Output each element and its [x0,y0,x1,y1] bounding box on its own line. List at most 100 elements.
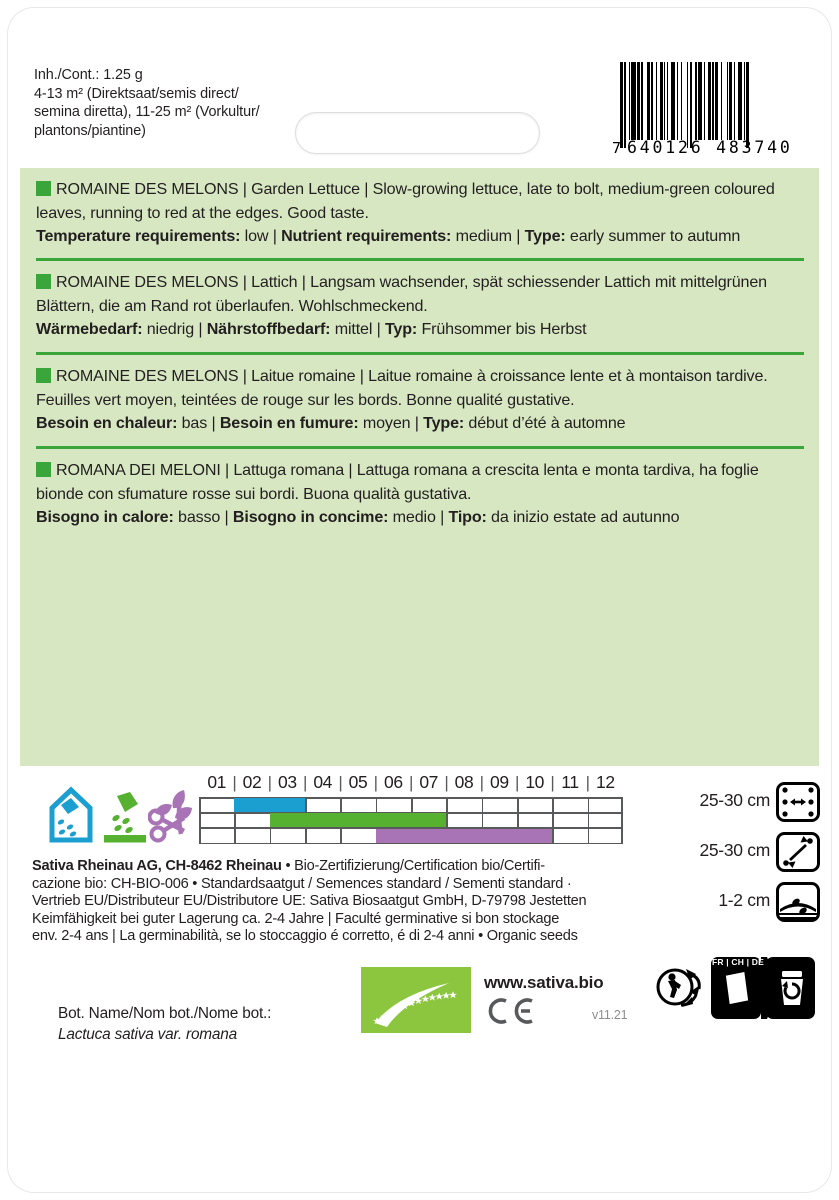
variety-name: ROMAINE DES MELONS [56,367,239,385]
requirement-label: Type: [423,414,465,432]
barcode-digits: 7 640126 483740 [612,138,790,157]
calendar-month-09: 09 [489,772,509,792]
requirement-value: mittel [330,320,373,338]
version-label: v11.21 [592,1008,628,1022]
language-description: ROMAINE DES MELONS | Lattich | Langsam w… [36,271,804,342]
legal-line-4: Keimfähigkeit bei guter Lagerung ca. 2-4… [32,910,560,927]
calendar-header-separator: | [303,773,308,792]
ce-mark-icon [488,998,533,1024]
calendar-bar-harvest [375,828,553,843]
requirement-label: Nährstoffbedarf: [206,320,331,338]
botanical-name-block: Bot. Name/Nom bot./Nome bot.: Lactuca sa… [58,1003,271,1045]
requirement-label: Nutrient requirements: [281,227,452,245]
calendar-month-04: 04 [313,772,332,792]
language-divider [36,258,804,261]
calendar-month-07: 07 [419,772,438,792]
calendar-header-separator: | [444,773,449,792]
calendar-vline [199,797,201,844]
calendar-header-separator: | [515,773,520,792]
requirements-line: Temperature requirements: low | Nutrient… [36,227,741,245]
requirement-label: Typ: [384,320,418,338]
requirement-label: Bisogno in concime: [232,508,389,526]
calendar-month-08: 08 [454,772,474,792]
botanical-name-value: Lactuca sativa var. romana [58,1026,238,1043]
sowing-depth-value: 1-2 cm [718,890,770,910]
barcode-number: 640126 483740 [627,138,793,157]
barcode: 7 640126 483740 [612,62,790,157]
requirement-label: Besoin en fumure: [219,414,359,432]
calendar-header-separator: | [338,773,343,792]
language-description: ROMANA DEI MELONI | Lattuga romana | Lat… [36,459,804,530]
calendar-header-separator: | [373,773,379,792]
common-name: Lattich [251,273,298,291]
plant-spacing-icon [776,832,820,872]
barcode-bars [620,62,790,148]
requirement-value: basso [173,508,221,526]
requirements-line: Bisogno in calore: basso | Bisogno in co… [36,508,680,526]
green-square-bullet [36,181,51,196]
calendar-header-separator: | [267,773,273,792]
green-square-bullet [36,274,51,289]
description-text: Laitue romaine à croissance lente et à m… [36,367,768,409]
spec-sowing-depth: 1-2 cm [672,882,820,922]
calendar-month-header: 01 02 | 03 | 04 | 05 | 06 | 07 | 08 | 09 | 10 | 11 | 12 | [199,772,623,797]
language-block-it: ROMANA DEI MELONI | Lattuga romana | Lat… [36,446,804,530]
description-text: Langsam wachsender, spät schiessender La… [36,273,767,315]
calendar-header-separator: | [409,773,414,792]
language-block-fr: ROMAINE DES MELONS | Laitue romaine | La… [36,352,804,436]
language-divider [36,446,804,449]
requirements-line: Besoin en chaleur: bas | Besoin en fumur… [36,414,626,432]
calendar-vline [446,797,448,844]
green-square-bullet [36,368,51,383]
calendar-vline [621,797,623,844]
requirement-label: Besoin en chaleur: [36,414,178,432]
calendar-header-separator: | [585,773,591,792]
requirements-line: Wärmebedarf: niedrig | Nährstoffbedarf: … [36,320,587,338]
requirement-value: early summer to autumn [565,227,741,245]
requirement-value: début d’été à automne [464,414,626,432]
variety-name: ROMAINE DES MELONS [56,180,239,198]
tidyman-icon [656,968,701,1007]
legal-line-1-rest: • Bio-Zertifizierung/Certification bio/C… [281,858,545,874]
variety-name: ROMAINE DES MELONS [56,273,239,291]
variety-name: ROMANA DEI MELONI [56,461,221,479]
paper-recycling-icon [711,957,815,1019]
calendar-vline [234,797,236,844]
language-block-de: ROMAINE DES MELONS | Lattich | Langsam w… [36,258,804,342]
calendar-month-10: 10 [525,772,544,792]
green-square-bullet [36,462,51,477]
calendar-vline [587,797,590,844]
description-text: Slow-growing lettuce, late to bolt, medi… [36,180,775,222]
content-line-3: semina diretta), 11-25 m² (Vorkultur/ [34,104,260,121]
content-quantity-info: Inh./Cont.: 1.25 g 4-13 m² (Direktsaat/s… [34,66,314,140]
sowing-depth-icon [776,882,820,922]
row-spacing-icon [776,782,820,822]
eu-organic-leaf-logo [361,967,471,1033]
calendar-month-03: 03 [277,772,297,792]
calendar-bar-direct-sowing [269,813,447,828]
calendar-header-separator: | [550,773,555,792]
requirement-value: moyen [358,414,411,432]
requirement-value: da inizio estate ad autunno [486,508,680,526]
legal-line-1: Sativa Rheinau AG, CH-8462 Rheinau • Bio… [32,858,642,876]
calendar-vline [481,797,484,844]
legal-line-3: Vertrieb EU/Distributeur EU/Distributore… [32,893,587,910]
spec-plant-spacing: 25-30 cm [672,832,820,872]
calendar-grid [199,797,623,845]
content-line-1: Inh./Cont.: 1.25 g [34,67,143,83]
calendar-month-06: 06 [383,772,403,792]
content-line-2: 4-13 m² (Direktsaat/semis direct/ [34,85,239,102]
requirement-value: medio [388,508,436,526]
hang-hole-slot [295,112,540,154]
website-url[interactable]: www.sativa.bio [484,973,604,992]
calendar-header-separator: | [232,773,237,792]
requirement-label: Tipo: [448,508,487,526]
requirement-value: Frühsommer bis Herbst [417,320,587,338]
calendar-vline [552,797,554,844]
eu-leaf-stars [373,983,457,1027]
legal-text: Sativa Rheinau AG, CH-8462 Rheinau • Bio… [32,858,642,946]
sowing-calendar: 01 02 | 03 | 04 | 05 | 06 | 07 | 08 | 09 | 10 | 11 | 12 | [199,772,623,845]
calendar-month-02: 02 [242,772,262,792]
requirement-label: Type: [524,227,566,245]
